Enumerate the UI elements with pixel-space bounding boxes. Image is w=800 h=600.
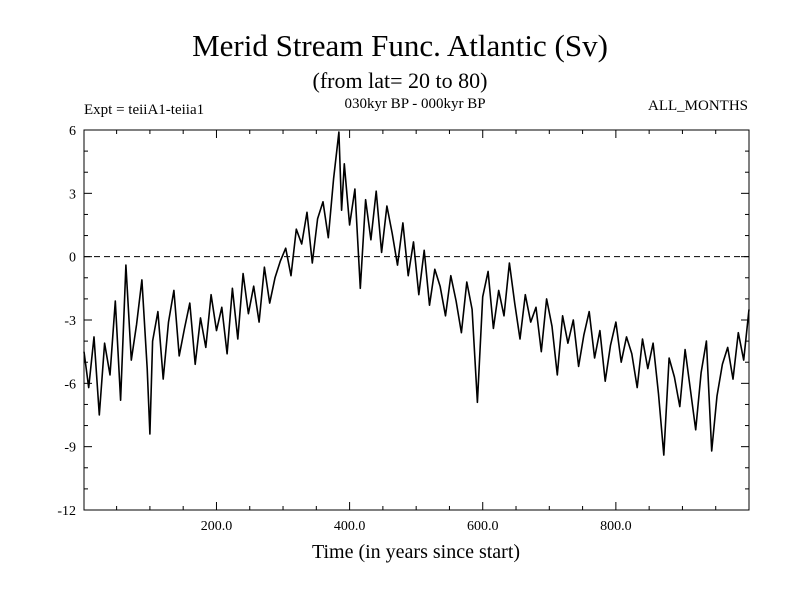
y-tick-label: 6 [69, 124, 76, 139]
y-tick-label: 0 [69, 251, 76, 266]
y-tick-label: 3 [69, 187, 76, 202]
plot-frame [83, 129, 750, 511]
x-tick-label: 400.0 [334, 519, 366, 534]
y-tick-label: -6 [64, 377, 76, 392]
x-tick-label: 200.0 [201, 519, 233, 534]
x-axis-label: Time (in years since start) [312, 541, 520, 563]
y-tick-label: -3 [64, 314, 76, 329]
chart-title: Merid Stream Func. Atlantic (Sv) [192, 28, 608, 63]
x-tick-label: 800.0 [600, 519, 632, 534]
series-line-0 [83, 131, 750, 456]
months-label: ALL_MONTHS [648, 98, 748, 114]
chart-subtitle: (from lat= 20 to 80) [312, 68, 488, 93]
period-label: 030kyr BP - 000kyr BP [344, 96, 486, 112]
y-tick-label: -9 [64, 441, 76, 456]
experiment-label: Expt = teiiA1-teiia1 [84, 102, 205, 118]
chart-marks [83, 131, 750, 456]
axis-ticks: 6 3 0 -3 -6 -9 -12 200.0 400.0 600.0 800.0 [57, 124, 749, 534]
x-tick-label: 600.0 [467, 519, 499, 534]
y-tick-label: -12 [57, 504, 76, 519]
